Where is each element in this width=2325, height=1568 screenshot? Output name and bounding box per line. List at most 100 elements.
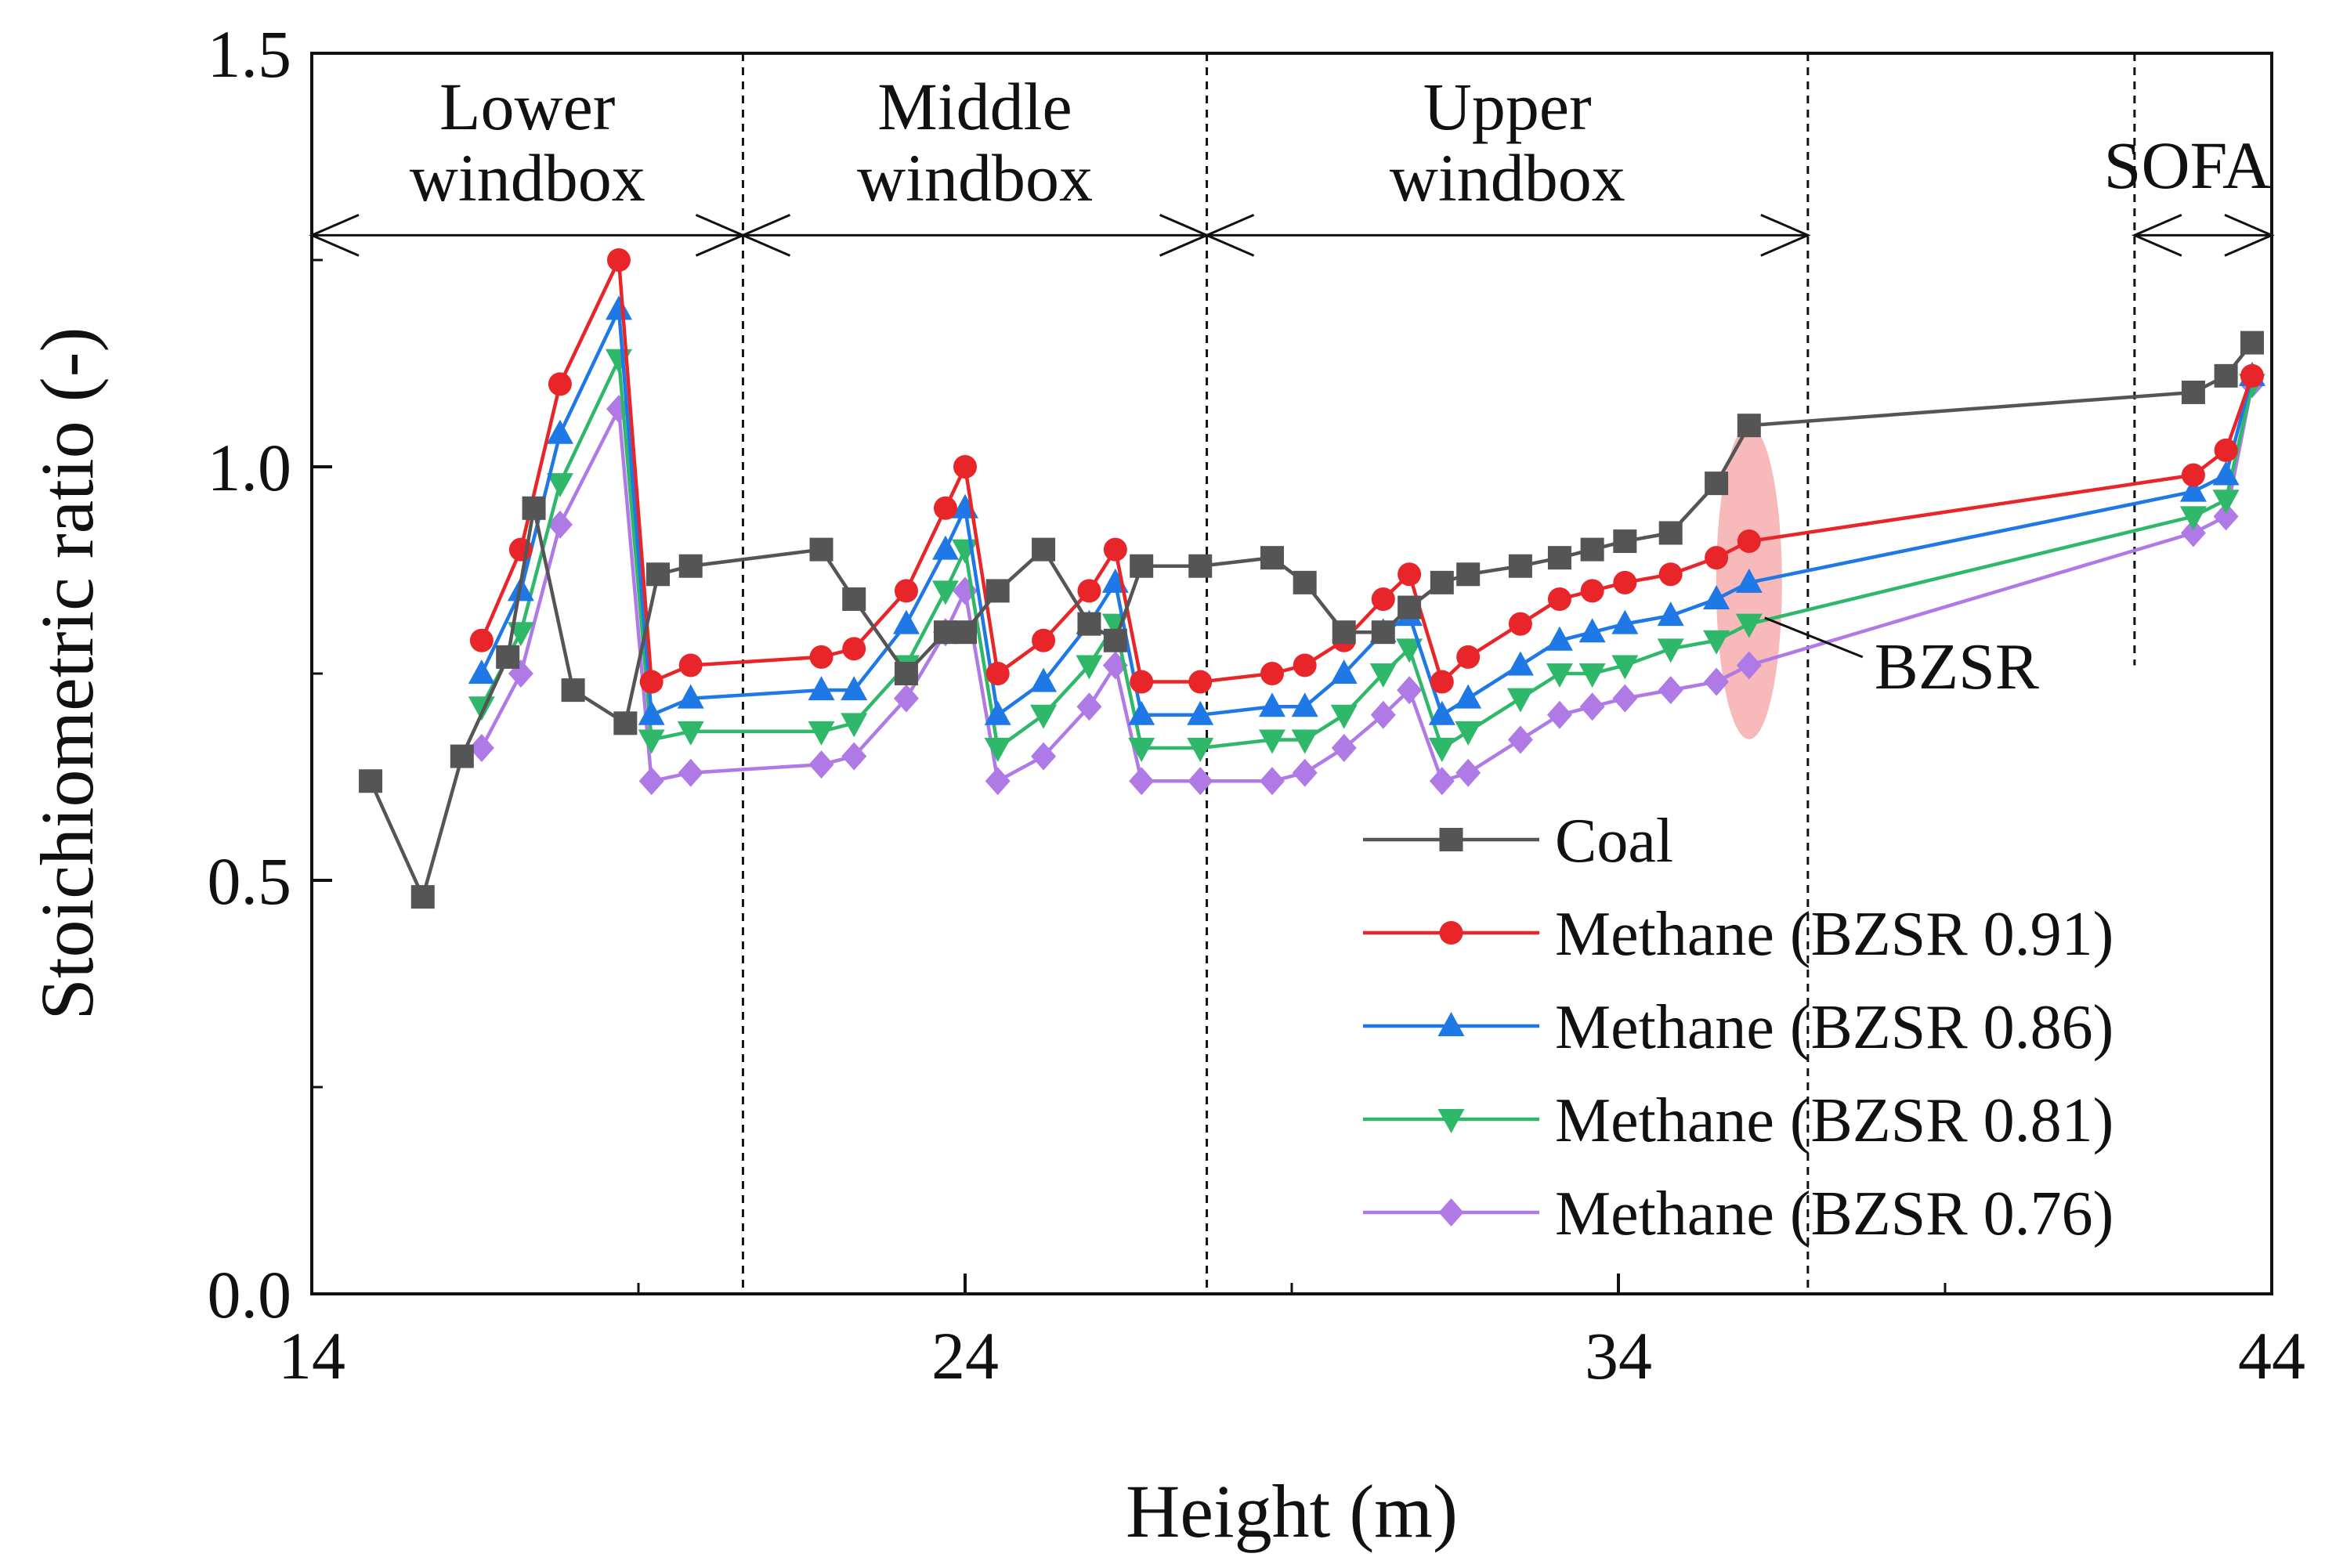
data-point (841, 713, 868, 738)
data-point (547, 510, 573, 539)
data-point (1658, 562, 1683, 587)
data-point (1506, 688, 1534, 713)
series-line (479, 308, 2254, 717)
data-point (1293, 653, 1317, 677)
data-point (1439, 921, 1463, 945)
y-tick-label: 1.5 (208, 16, 292, 92)
data-point (1611, 609, 1639, 634)
x-tick-label: 14 (278, 1318, 345, 1393)
data-point (894, 662, 918, 685)
data-point (1369, 663, 1397, 688)
data-point (1657, 602, 1684, 627)
data-point (548, 372, 572, 396)
data-point (892, 609, 920, 634)
data-point (638, 767, 664, 796)
data-point (1128, 700, 1155, 725)
data-point (1291, 729, 1318, 754)
data-point (468, 659, 495, 684)
data-point (1438, 1198, 1464, 1227)
data-point (638, 700, 665, 725)
series-coal (359, 331, 2264, 909)
data-point (1703, 630, 1730, 655)
data-point (1030, 667, 1058, 692)
data-point (646, 562, 671, 587)
zone-label-line2: windbox (410, 140, 645, 215)
bzsr-annotation: BZSR (1764, 616, 2039, 703)
data-point (605, 295, 632, 320)
data-point (1293, 570, 1317, 594)
data-point (1260, 546, 1284, 570)
data-point (1130, 554, 1154, 578)
data-point (1612, 684, 1638, 713)
data-point (1547, 546, 1571, 570)
data-point (1260, 662, 1284, 685)
data-point (639, 670, 664, 694)
data-point (359, 769, 383, 793)
x-tick-label: 44 (2238, 1318, 2305, 1393)
data-point (1129, 767, 1155, 796)
series-layer (359, 248, 2265, 909)
data-point (1330, 659, 1358, 684)
data-point (985, 767, 1011, 796)
data-point (2179, 506, 2207, 531)
data-point (450, 744, 474, 768)
data-point (1396, 638, 1423, 663)
data-point (1546, 700, 1572, 729)
data-point (469, 628, 494, 652)
legend-label: Coal (1555, 807, 1673, 876)
axis-ticks: 14 24 34 44 0.0 0.5 1.0 1.5 (208, 16, 2306, 1393)
data-point (893, 684, 919, 713)
series-methane-bzsr-0-76 (468, 370, 2265, 796)
data-point (1430, 570, 1454, 594)
data-point (1103, 628, 1127, 652)
data-point (1546, 626, 1573, 651)
data-point (1439, 828, 1463, 851)
data-point (985, 579, 1010, 603)
legend-label: Methane (BZSR 0.91) (1555, 900, 2113, 969)
data-point (1703, 584, 1730, 609)
data-point (1507, 725, 1533, 754)
data-point (808, 721, 835, 746)
arrow-head (1760, 213, 1811, 257)
x-axis-title: Height (m) (1126, 1469, 1458, 1553)
data-point (1704, 667, 1730, 696)
data-point (985, 662, 1010, 685)
series-line (479, 258, 2254, 684)
data-point (1331, 734, 1357, 763)
series-methane-bzsr-0-86 (468, 295, 2265, 725)
data-point (546, 419, 573, 444)
data-point (1735, 613, 1763, 638)
data-point (842, 637, 866, 661)
data-point (808, 750, 834, 779)
data-point (933, 496, 957, 520)
data-point (1030, 704, 1058, 729)
data-point (677, 684, 704, 709)
legend-label: Methane (BZSR 0.86) (1555, 993, 2113, 1062)
data-point (1292, 758, 1318, 787)
data-point (1371, 620, 1395, 645)
data-point (1428, 700, 1455, 725)
data-point (1580, 579, 1604, 603)
data-point (894, 579, 918, 603)
arrow-head (739, 213, 791, 257)
data-point (1032, 537, 1056, 562)
data-point (1188, 554, 1213, 578)
series-line (479, 357, 2254, 750)
data-point (1076, 655, 1103, 680)
data-point (953, 620, 977, 645)
data-point (1398, 595, 1422, 620)
data-point (1187, 700, 1214, 725)
data-point (2212, 461, 2240, 486)
data-point (1077, 612, 1101, 636)
arrow-head (2132, 213, 2182, 257)
data-point (1705, 471, 1729, 496)
data-point (638, 729, 665, 754)
data-point (1455, 721, 1482, 746)
data-point (677, 721, 704, 746)
data-point (1658, 676, 1683, 705)
data-point (1578, 618, 1606, 643)
data-point (1188, 767, 1213, 796)
data-point (1259, 767, 1285, 796)
data-point (1506, 651, 1534, 676)
legend-label: Methane (BZSR 0.81) (1555, 1086, 2113, 1155)
